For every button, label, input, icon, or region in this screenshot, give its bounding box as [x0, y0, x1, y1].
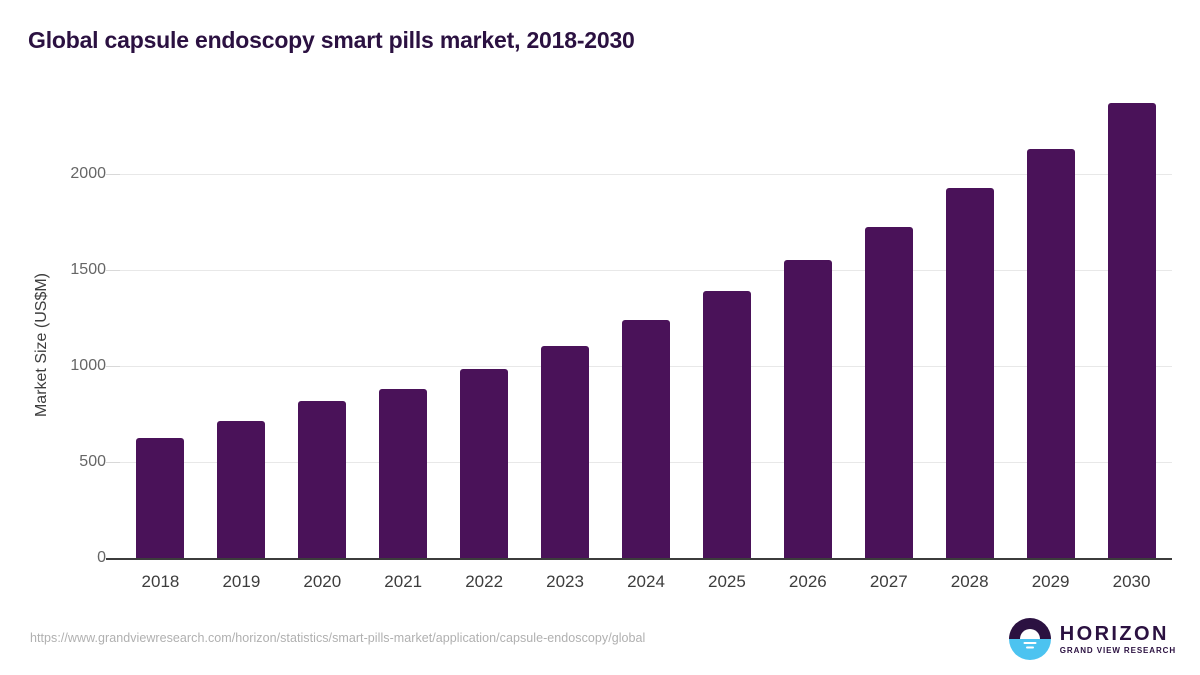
bar-2025[interactable]: [702, 291, 751, 558]
y-tick-label: 500: [79, 453, 106, 470]
y-tick-mark: [106, 462, 120, 463]
bar-2030[interactable]: [1107, 102, 1156, 558]
x-tick-label-2025: 2025: [708, 572, 746, 591]
page-title: Global capsule endoscopy smart pills mar…: [28, 27, 635, 53]
bar-2023[interactable]: [541, 345, 590, 558]
gridline: [120, 174, 1172, 175]
x-tick-label-2020: 2020: [303, 572, 342, 591]
logo-subtitle: GRAND VIEW RESEARCH: [1059, 645, 1176, 655]
y-tick-label: 1500: [70, 261, 106, 278]
x-tick-label-2029: 2029: [1031, 572, 1070, 591]
x-tick-label-2019: 2019: [222, 572, 261, 591]
y-tick-label: 2000: [70, 165, 106, 182]
source-url[interactable]: https://www.grandviewresearch.com/horizo…: [30, 631, 646, 645]
bar-2022[interactable]: [460, 368, 509, 558]
y-tick-mark: [106, 174, 120, 175]
horizon-logo-icon: [1008, 618, 1051, 660]
y-tick-label: 0: [97, 549, 106, 566]
x-tick-label-2023: 2023: [546, 572, 584, 591]
x-tick-label-2022: 2022: [465, 572, 504, 591]
gridline: [120, 270, 1172, 271]
x-tick-label-2021: 2021: [384, 572, 423, 591]
y-tick-mark: [106, 366, 120, 367]
bar-2021[interactable]: [379, 389, 428, 558]
x-tick-label-2027: 2027: [869, 572, 908, 591]
bar-2024[interactable]: [622, 319, 670, 558]
x-tick-label-2018: 2018: [141, 572, 180, 591]
bar-2026[interactable]: [783, 260, 832, 558]
logo-text-block: HORIZON GRAND VIEW RESEARCH: [1060, 624, 1176, 655]
logo-wordmark: HORIZON: [1059, 622, 1169, 645]
chart-plot-area: Market Size (US$M) 0 500 1000 1500 2000 2018 2…: [0, 78, 1200, 591]
y-axis-title: Market Size (US$M): [33, 272, 50, 418]
x-tick-label-2028: 2028: [950, 572, 989, 591]
y-tick-label: 1000: [70, 357, 106, 374]
y-tick-mark: [106, 270, 120, 271]
bar-2027[interactable]: [864, 226, 913, 558]
bar-2020[interactable]: [298, 400, 347, 558]
x-tick-label-2024: 2024: [627, 572, 665, 591]
bar-2018[interactable]: [136, 438, 185, 558]
bar-2028[interactable]: [945, 188, 994, 558]
x-axis-line: [106, 558, 1172, 560]
x-tick-label-2026: 2026: [788, 572, 827, 591]
plot-inner: 0 500 1000 1500 2000 2018 2019 2020 2021 2022 2023…: [70, 78, 1172, 591]
bar-2029[interactable]: [1026, 149, 1075, 558]
bar-2019[interactable]: [217, 421, 266, 558]
x-tick-label-2030: 2030: [1112, 572, 1151, 591]
horizon-logo: HORIZON GRAND VIEW RESEARCH: [1008, 617, 1176, 661]
